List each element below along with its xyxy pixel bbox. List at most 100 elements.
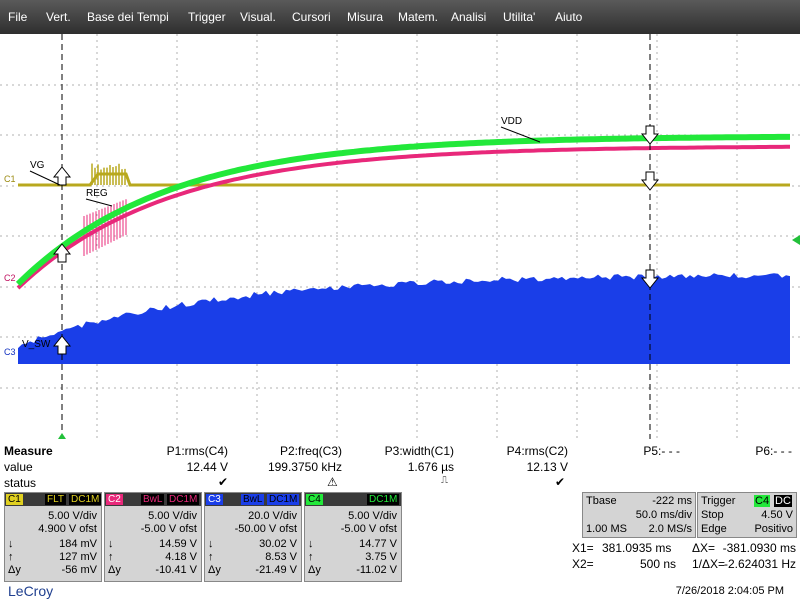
cursor-arrow-down-icon <box>642 172 658 190</box>
c2-up: 4.18 V <box>165 551 197 563</box>
timebase-box[interactable]: Tbase -222 ms 50.0 ms/div 1.00 MS 2.0 MS… <box>582 492 696 538</box>
pulse-icon: ⎍ <box>441 475 448 486</box>
check-icon: ✔ <box>218 475 228 489</box>
c3-down-symbol: ↓ <box>208 538 214 550</box>
c1-tag-dc: DC1M <box>69 494 101 505</box>
c3-up: 8.53 V <box>265 551 297 563</box>
menu-timebase[interactable]: Base dei Tempi <box>87 10 169 24</box>
c1-dy-symbol: Δy <box>8 564 21 576</box>
trigger-slope: Positivo <box>754 523 793 535</box>
trace-c2-reg <box>18 147 790 288</box>
c1-dy: -56 mV <box>62 564 97 576</box>
trigger-type: Edge <box>701 523 727 535</box>
menu-bar: File Vert. Base dei Tempi Trigger Visual… <box>0 0 800 34</box>
p2-value: 199.3750 kHz <box>268 460 342 474</box>
x1-value: 381.0935 ms <box>602 541 671 555</box>
p4-value: 12.13 V <box>527 460 568 474</box>
menu-analysis[interactable]: Analisi <box>451 10 486 24</box>
channel-c1-box[interactable]: C1 FLT DC1M 5.00 V/div 4.900 V ofst ↓ 18… <box>4 492 102 582</box>
waveform-display[interactable]: VG REG VDD V_SW C1 C2 C3 <box>0 34 800 439</box>
warning-icon: ⚠ <box>327 475 338 489</box>
measure-title: Measure <box>4 444 53 458</box>
c2-down: 14.59 V <box>159 538 197 550</box>
measure-status-label: status <box>4 476 36 490</box>
trace-c1-vg <box>18 174 790 185</box>
c4-down: 14.77 V <box>359 538 397 550</box>
p2-name[interactable]: P2:freq(C3) <box>280 444 342 458</box>
c4-tag-dc: DC1M <box>367 494 399 505</box>
p4-name[interactable]: P4:rms(C2) <box>507 444 568 458</box>
trigger-mode: Stop <box>701 509 724 521</box>
marker-c3: C3 <box>4 347 16 357</box>
p3-name[interactable]: P3:width(C1) <box>385 444 454 458</box>
p3-value: 1.676 µs <box>408 460 454 474</box>
p1-name[interactable]: P1:rms(C4) <box>167 444 228 458</box>
menu-help[interactable]: Aiuto <box>555 10 582 24</box>
c1-vdiv: 5.00 V/div <box>48 510 97 522</box>
c1-ofst: 4.900 V ofst <box>38 523 97 535</box>
c2-dy: -10.41 V <box>155 564 197 576</box>
c1-tag-flt: FLT <box>45 494 66 505</box>
c4-up-symbol: ↑ <box>308 551 314 563</box>
c2-id: C2 <box>106 494 123 505</box>
x1-label: X1= <box>572 541 594 555</box>
c4-down-symbol: ↓ <box>308 538 314 550</box>
timebase-value: -222 ms <box>652 495 692 507</box>
inv-dx-value: -2.624031 Hz <box>724 557 796 571</box>
marker-c2: C2 <box>4 273 16 283</box>
c4-dy: -11.02 V <box>356 564 397 576</box>
c1-up-symbol: ↑ <box>8 551 14 563</box>
trigger-tag-c4: C4 <box>754 495 770 507</box>
c4-vdiv: 5.00 V/div <box>348 510 397 522</box>
label-vg: VG <box>30 160 45 171</box>
c3-ofst: -50.00 V ofst <box>235 523 297 535</box>
cursor-arrow-up-icon <box>54 167 70 185</box>
label-reg: REG <box>86 188 108 199</box>
channel-c2-box[interactable]: C2 BwL DC1M 5.00 V/div -5.00 V ofst ↓ 14… <box>104 492 202 582</box>
label-vdd: VDD <box>501 116 522 127</box>
dx-label: ΔX= <box>692 541 715 555</box>
lecroy-logo: LeCroy <box>8 583 53 599</box>
dx-value: -381.0930 ms <box>723 541 796 555</box>
trigger-box[interactable]: Trigger C4 DC Stop 4.50 V Edge Positivo <box>697 492 797 538</box>
c2-down-symbol: ↓ <box>108 538 114 550</box>
channel-c3-box[interactable]: C3 BwL DC1M 20.0 V/div -50.00 V ofst ↓ 3… <box>204 492 302 582</box>
c2-tag-bwl: BwL <box>141 494 164 505</box>
c4-ofst: -5.00 V ofst <box>341 523 397 535</box>
marker-c1: C1 <box>4 174 16 184</box>
p6-name[interactable]: P6:- - - <box>755 444 792 458</box>
c3-tag-bwl: BwL <box>241 494 264 505</box>
c2-dy-symbol: Δy <box>108 564 121 576</box>
trigger-label: Trigger <box>701 495 735 507</box>
c3-dy-symbol: Δy <box>208 564 221 576</box>
c4-id: C4 <box>306 494 323 505</box>
menu-utility[interactable]: Utilita' <box>503 10 535 24</box>
trigger-level: 4.50 V <box>761 509 793 521</box>
c1-down-symbol: ↓ <box>8 538 14 550</box>
timebase-div: 50.0 ms/div <box>636 509 692 521</box>
c3-dy: -21.49 V <box>255 564 297 576</box>
menu-display[interactable]: Visual. <box>240 10 276 24</box>
channel-c4-box[interactable]: C4 DC1M 5.00 V/div -5.00 V ofst ↓ 14.77 … <box>304 492 402 582</box>
c3-tag-dc: DC1M <box>267 494 299 505</box>
menu-vert[interactable]: Vert. <box>46 10 71 24</box>
timebase-ms: 1.00 MS <box>586 523 627 535</box>
p5-name[interactable]: P5:- - - <box>643 444 680 458</box>
menu-measure[interactable]: Misura <box>347 10 383 24</box>
c2-up-symbol: ↑ <box>108 551 114 563</box>
timebase-rate: 2.0 MS/s <box>649 523 692 535</box>
menu-file[interactable]: File <box>8 10 27 24</box>
menu-cursors[interactable]: Cursori <box>292 10 331 24</box>
menu-trigger[interactable]: Trigger <box>188 10 226 24</box>
c1-id: C1 <box>6 494 23 505</box>
trigger-position-icon[interactable] <box>58 433 66 439</box>
c2-vdiv: 5.00 V/div <box>148 510 197 522</box>
waveform-svg: VG REG VDD V_SW C1 C2 C3 <box>0 34 800 439</box>
check-icon: ✔ <box>555 475 565 489</box>
menu-math[interactable]: Matem. <box>398 10 438 24</box>
c1-up: 127 mV <box>59 551 97 563</box>
c4-up: 3.75 V <box>365 551 397 563</box>
measure-panel: Measure value status P1:rms(C4) 12.44 V … <box>0 441 800 491</box>
label-vsw: V_SW <box>22 339 51 350</box>
inv-dx-label: 1/ΔX= <box>692 557 725 571</box>
